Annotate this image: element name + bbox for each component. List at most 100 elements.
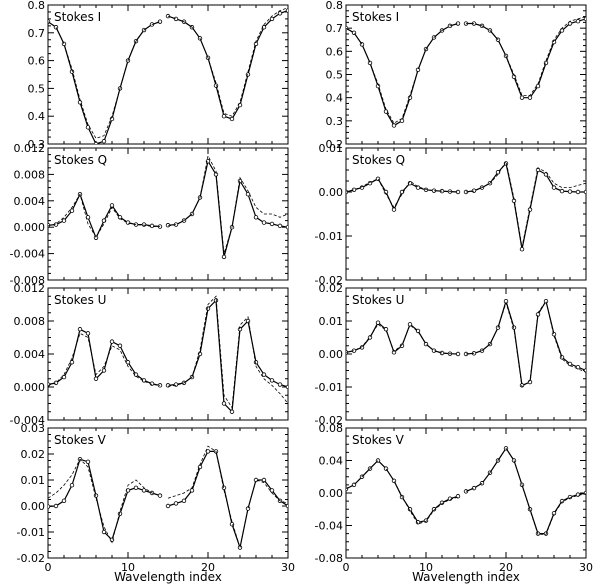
data-point bbox=[447, 496, 453, 501]
data-point bbox=[117, 215, 123, 220]
data-point bbox=[149, 223, 155, 229]
panel-6: -0.02 -0.01 0.00 0.01 0.02 Stokes U bbox=[315, 282, 587, 427]
data-point bbox=[61, 498, 67, 503]
data-point bbox=[471, 485, 477, 491]
x-tick-label: 20 bbox=[499, 561, 513, 574]
series-line-1 bbox=[48, 21, 161, 144]
data-point bbox=[181, 498, 187, 503]
data-point bbox=[399, 118, 405, 124]
data-point bbox=[391, 123, 397, 128]
y-tick-label: 0.02 bbox=[319, 282, 344, 295]
series-line-4 bbox=[167, 154, 288, 254]
series-line-1 bbox=[346, 459, 459, 523]
y-tick-label: 0.00 bbox=[319, 186, 344, 199]
data-point bbox=[559, 28, 565, 33]
y-tick-label: -0.02 bbox=[315, 414, 343, 427]
data-point bbox=[277, 223, 283, 229]
data-point bbox=[109, 116, 115, 122]
y-tick-label: 0.008 bbox=[14, 315, 46, 328]
data-point bbox=[69, 360, 75, 365]
data-point bbox=[346, 25, 349, 31]
data-point bbox=[407, 322, 413, 327]
y-tick-label: 0.6 bbox=[326, 45, 344, 58]
panel-title: Stokes I bbox=[54, 10, 101, 24]
data-point bbox=[519, 95, 525, 100]
data-point bbox=[93, 376, 99, 381]
data-point bbox=[221, 113, 227, 119]
data-point bbox=[221, 254, 227, 260]
y-tick-label: -0.01 bbox=[17, 526, 45, 539]
y-tick-label: 0.03 bbox=[21, 422, 46, 435]
y-tick-label: 0.5 bbox=[326, 69, 344, 82]
y-tick-label: -0.004 bbox=[10, 248, 45, 261]
y-tick-label: 0.3 bbox=[326, 115, 344, 128]
data-point bbox=[567, 21, 573, 26]
series-line-2 bbox=[167, 299, 288, 414]
y-tick-label: 0.02 bbox=[21, 448, 46, 461]
series-line-3 bbox=[48, 332, 161, 386]
series-line-4 bbox=[465, 160, 586, 248]
data-point bbox=[383, 189, 389, 195]
data-point bbox=[383, 327, 389, 332]
data-point bbox=[575, 189, 581, 195]
series-line-4 bbox=[167, 295, 288, 409]
data-point bbox=[351, 187, 357, 192]
y-tick-label: 0.01 bbox=[21, 474, 46, 487]
data-point bbox=[455, 21, 461, 26]
series-line-4 bbox=[167, 445, 288, 548]
y-tick-label: -0.01 bbox=[315, 230, 343, 243]
panel-1: 0.3 0.4 0.5 0.6 0.7 0.8 Stokes I bbox=[28, 0, 289, 151]
x-axis-label-left: Wavelength index bbox=[114, 570, 222, 584]
data-point bbox=[431, 348, 437, 353]
series-line-3 bbox=[48, 21, 161, 139]
panel-title: Stokes Q bbox=[54, 153, 107, 167]
data-point bbox=[101, 139, 107, 144]
series-line-3 bbox=[346, 178, 459, 209]
series-line-3 bbox=[48, 458, 161, 544]
data-point bbox=[237, 178, 243, 184]
data-point bbox=[77, 327, 83, 332]
data-point bbox=[551, 332, 557, 337]
data-point bbox=[367, 60, 373, 66]
x-axis-label-right: Wavelength index bbox=[412, 570, 520, 584]
data-point bbox=[117, 343, 123, 348]
data-point bbox=[415, 328, 421, 334]
data-point bbox=[229, 116, 235, 122]
y-tick-label: -0.01 bbox=[315, 381, 343, 394]
y-tick-label: -0.04 bbox=[315, 520, 343, 533]
data-point bbox=[189, 488, 195, 493]
y-tick-label: 0.00 bbox=[319, 348, 344, 361]
panel-title: Stokes U bbox=[54, 293, 106, 307]
panel-title: Stokes Q bbox=[352, 153, 405, 167]
y-tick-label: 0.7 bbox=[326, 22, 344, 35]
panel-title: Stokes V bbox=[352, 433, 405, 447]
data-point bbox=[559, 498, 565, 504]
data-point bbox=[567, 189, 573, 194]
panel-frame bbox=[345, 147, 587, 281]
series-line-4 bbox=[167, 7, 288, 117]
y-tick-label: -0.008 bbox=[10, 274, 45, 287]
series-line-2 bbox=[465, 162, 586, 250]
series-line-4 bbox=[465, 300, 586, 388]
data-point bbox=[391, 207, 397, 212]
data-point bbox=[48, 504, 51, 509]
y-tick-label: 0.4 bbox=[326, 92, 344, 105]
data-point bbox=[527, 95, 533, 100]
panel-frame bbox=[47, 147, 289, 281]
data-point bbox=[269, 378, 275, 383]
data-point bbox=[101, 368, 107, 373]
data-point bbox=[261, 477, 267, 483]
data-point bbox=[165, 223, 171, 228]
series-line-3 bbox=[48, 193, 160, 238]
y-tick-label: 0.00 bbox=[21, 500, 46, 513]
data-point bbox=[61, 374, 67, 380]
y-tick-label: 0.2 bbox=[326, 138, 344, 151]
x-tick-label: 10 bbox=[121, 561, 135, 574]
data-point bbox=[221, 485, 227, 490]
data-point bbox=[85, 459, 91, 464]
x-tick-label: 20 bbox=[201, 561, 215, 574]
x-tick-label: 0 bbox=[45, 561, 52, 574]
series-line-3 bbox=[346, 459, 459, 525]
data-point bbox=[221, 401, 227, 406]
